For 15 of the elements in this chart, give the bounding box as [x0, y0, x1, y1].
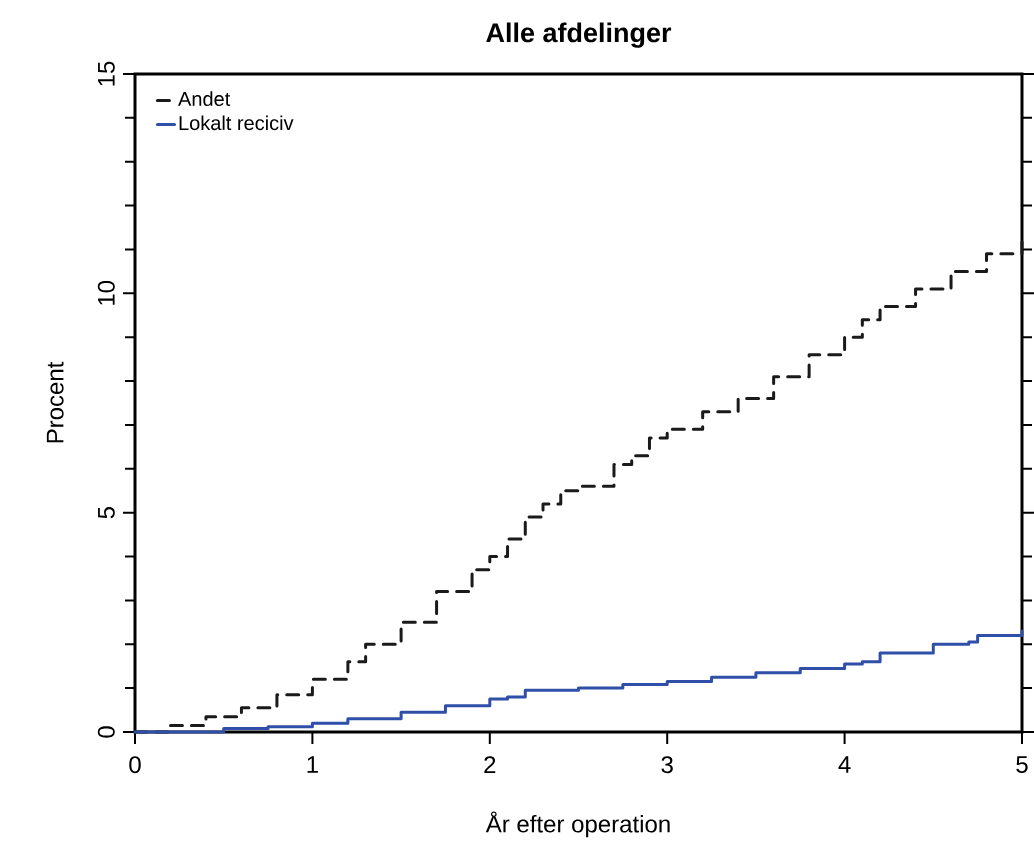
- x-tick-label: 4: [838, 756, 851, 773]
- y-tick-label: 5: [98, 506, 115, 519]
- x-tick-label: 1: [307, 756, 318, 773]
- y-tick-label: 10: [97, 280, 115, 305]
- x-axis-title: År efter operation: [485, 811, 670, 838]
- legend-label: Lokalt reciciv: [179, 115, 294, 131]
- y-tick-label: 15: [98, 61, 115, 86]
- legend-label: Andet: [178, 91, 231, 107]
- x-tick-label: 0: [129, 756, 141, 774]
- chart-title: Alle afdelinger: [486, 22, 672, 48]
- y-tick-label: 0: [97, 726, 115, 738]
- x-tick-label: 5: [1016, 756, 1028, 773]
- x-tick-label: 3: [661, 756, 673, 774]
- y-axis-title: Procent: [46, 361, 64, 443]
- x-tick-label: 2: [484, 756, 496, 773]
